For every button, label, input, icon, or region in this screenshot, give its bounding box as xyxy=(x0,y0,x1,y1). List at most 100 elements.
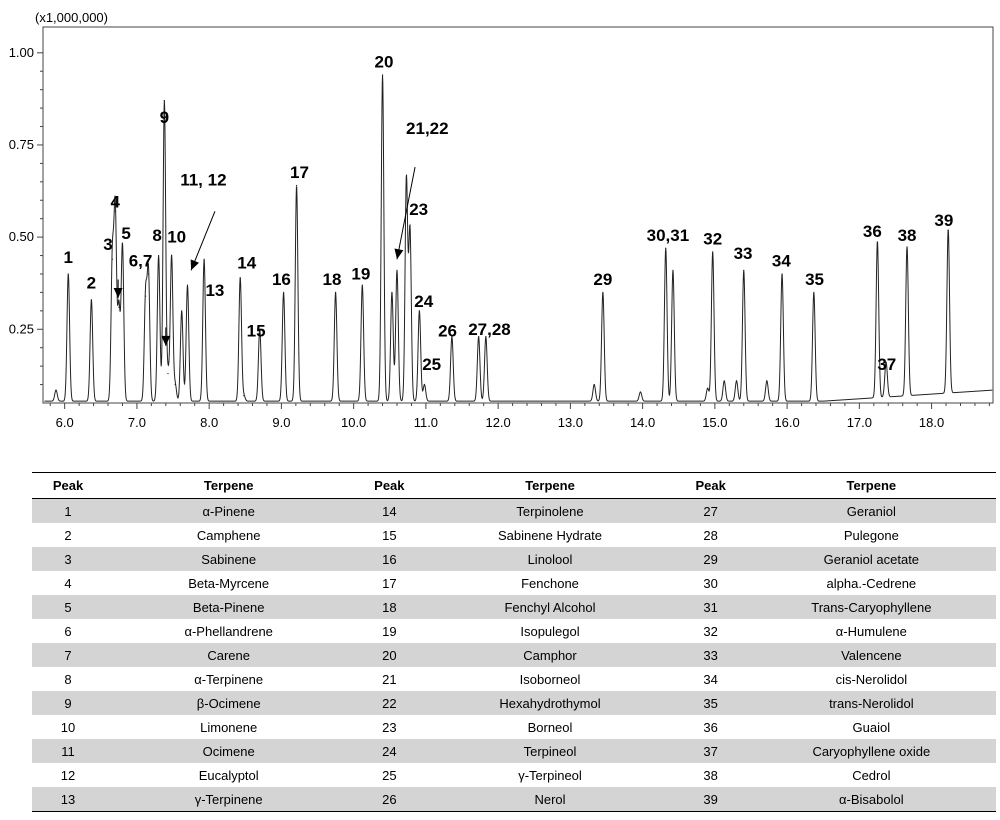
peak-number-cell: 37 xyxy=(674,739,747,763)
terpene-name-cell: Camphene xyxy=(196,527,261,543)
peak-point xyxy=(170,254,173,257)
terpene-name-cell: Caryophyllene oxide xyxy=(746,739,996,763)
x-tick-label: 8.0 xyxy=(200,415,218,430)
peak-number-cell: 21 xyxy=(382,671,397,687)
terpene-name-cell: trans-Nerolidol xyxy=(746,691,996,715)
peak-label: 38 xyxy=(898,226,917,245)
table-row: 1 α-Pinene 14 Terpinolene 27 Geraniol xyxy=(32,498,996,523)
terpene-name-cell: Fenchyl Alcohol xyxy=(425,595,675,619)
x-tick-label: 9.0 xyxy=(272,415,290,430)
terpene-name-cell: Terpinolene xyxy=(425,498,675,523)
table-row: 10 Limonene 23 Borneol 36 Guaiol xyxy=(32,715,996,739)
peak-number-cell: 13 xyxy=(32,787,105,812)
terpene-name-cell: α-Pinene xyxy=(104,498,354,523)
peak-point xyxy=(282,291,285,294)
y-tick-label: 0.50 xyxy=(9,229,34,244)
terpene-name-cell: Borneol xyxy=(527,719,573,735)
peak-number-cell: 1 xyxy=(32,498,105,523)
peak-label: 37 xyxy=(877,355,896,374)
peak-number-cell: 31 xyxy=(674,595,747,619)
peak-point xyxy=(144,295,147,297)
peak-point xyxy=(381,74,384,76)
peak-label: 29 xyxy=(593,270,612,289)
terpene-name-cell: Camphor xyxy=(425,643,675,667)
peak-label: 26 xyxy=(438,322,457,341)
peak-label: 1 xyxy=(64,248,73,267)
peak-point xyxy=(186,284,189,286)
peak-point xyxy=(885,365,887,367)
peak-number-cell: 18 xyxy=(353,595,426,619)
terpene-name-cell: Eucalyptol xyxy=(198,767,259,783)
peak-number-cell: 14 xyxy=(353,498,426,523)
peak-point xyxy=(55,389,57,391)
table-row: 4 Beta-Myrcene 17 Fenchone 30 alpha.-Cedrene xyxy=(32,571,996,595)
chromatogram-svg: (x1,000,000) 6.0 7.0 8.0 9.0 10.0 11.0 12.0 13.… xyxy=(9,10,994,430)
peak-point xyxy=(813,291,815,294)
peak-number-cell: 7 xyxy=(32,643,105,667)
peak-point xyxy=(451,336,453,338)
terpene-name-cell: Carene xyxy=(104,643,354,667)
terpene-name-cell: Pulegone xyxy=(843,527,899,543)
peak-point xyxy=(405,177,407,179)
table-row: 9 β-Ocimene 22 Hexahydrothymol 35 trans-Nerol… xyxy=(32,691,996,715)
peak-number-cell: 38 xyxy=(703,767,718,783)
peak-point xyxy=(906,251,908,253)
peak-point xyxy=(485,336,487,338)
x-tick-label: 16.0 xyxy=(774,415,799,430)
x-tick-label: 15.0 xyxy=(702,415,727,430)
terpene-name-cell: Linolool xyxy=(425,547,675,571)
peak-number-cell: 30 xyxy=(703,575,718,591)
terpene-name-cell: γ-Terpinene xyxy=(104,787,354,812)
annotation-arrowhead xyxy=(190,259,200,271)
peak-point xyxy=(781,273,783,275)
peak-number-cell: 25 xyxy=(382,767,397,783)
peak-number-cell: 32 xyxy=(703,623,718,639)
peak-label: 23 xyxy=(409,200,428,219)
peak-label: 17 xyxy=(290,163,309,182)
peak-point xyxy=(118,306,120,308)
table-row: 8 α-Terpinene 21 Isoborneol 34 cis-Nerolidol xyxy=(32,667,996,691)
axes: 6.0 7.0 8.0 9.0 10.0 11.0 12.0 13.0 14.0 15.0 16.0… xyxy=(9,45,990,430)
terpene-name-cell: β-Ocimene xyxy=(104,691,354,715)
terpene-name-cell: Sabinene xyxy=(104,547,354,571)
peak-number-cell: 26 xyxy=(353,787,426,812)
peak-number-cell: 17 xyxy=(382,575,397,591)
header-terpene: Terpene xyxy=(425,472,675,499)
peak-number-cell: 3 xyxy=(32,547,105,571)
peak-point xyxy=(334,291,337,294)
peak-label: 9 xyxy=(160,108,169,127)
terpene-name-cell: α-Terpinene xyxy=(194,671,264,687)
peak-label: 10 xyxy=(167,228,186,247)
terpene-name-cell: Isoborneol xyxy=(519,671,581,687)
peak-label: 8 xyxy=(152,226,161,245)
annotation-arrow-line xyxy=(190,211,216,271)
peak-label: 6,7 xyxy=(129,252,153,271)
peak-number-cell: 4 xyxy=(64,575,72,591)
table-row: 2 Camphene 15 Sabinene Hydrate 28 Pulegone xyxy=(32,523,996,547)
terpene-name-cell: Cedrol xyxy=(852,767,891,783)
peak-label: 34 xyxy=(772,252,791,271)
peak-number-cell: 9 xyxy=(32,691,105,715)
header-peak: Peak xyxy=(674,472,747,499)
annotation-arrowhead xyxy=(161,335,171,346)
peak-number-cell: 27 xyxy=(674,498,747,523)
peak-number-cell: 10 xyxy=(60,719,76,735)
header-peak: Peak xyxy=(32,472,105,499)
peak-number-cell: 34 xyxy=(703,671,718,687)
peak-number-cell: 39 xyxy=(674,787,747,812)
peak-point xyxy=(672,269,674,271)
peak-number-cell: 8 xyxy=(64,671,72,687)
peak-label: 5 xyxy=(121,224,130,243)
peak-point xyxy=(593,383,595,386)
terpene-name-cell: Trans-Caryophyllene xyxy=(746,595,996,619)
peak-point xyxy=(90,299,93,301)
terpene-name-cell: Sabinene Hydrate xyxy=(497,527,603,543)
table-header-row: Peak Terpene Peak Terpene Peak Terpene xyxy=(32,472,996,499)
terpene-name-cell: Guaiol xyxy=(852,719,891,735)
peak-point xyxy=(418,310,420,312)
peak-table-container: Peak Terpene Peak Terpene Peak Terpene 1… xyxy=(32,472,996,812)
terpene-name-cell: Nerol xyxy=(425,787,675,812)
peak-label: 2 xyxy=(87,274,96,293)
peak-label: 15 xyxy=(247,322,266,341)
terpene-name-cell: Valencene xyxy=(746,643,996,667)
